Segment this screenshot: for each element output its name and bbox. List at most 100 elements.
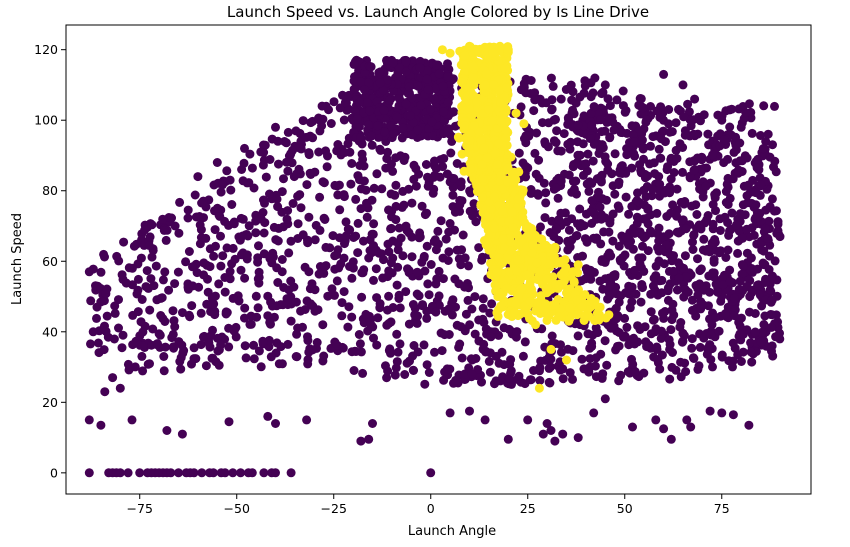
data-point [496, 98, 506, 108]
data-point [490, 149, 500, 158]
data-point [554, 235, 564, 245]
data-point [351, 194, 361, 204]
data-point [495, 376, 505, 386]
data-point [494, 139, 503, 149]
data-point [663, 286, 673, 296]
data-point [319, 351, 329, 361]
data-point [556, 208, 566, 218]
data-point [586, 92, 596, 102]
data-point [353, 248, 363, 258]
data-point [544, 352, 554, 362]
data-point [504, 216, 514, 226]
data-point [511, 108, 521, 118]
data-point [401, 57, 411, 67]
data-point [744, 232, 754, 242]
data-point [526, 185, 536, 194]
data-point [207, 353, 217, 363]
data-point [549, 253, 559, 263]
data-point [705, 287, 715, 297]
data-point [478, 294, 488, 304]
data-point [480, 236, 489, 245]
data-point [638, 103, 648, 113]
data-point [516, 284, 526, 294]
data-point [454, 133, 464, 143]
y-tick-label: 80 [42, 183, 58, 198]
data-point [614, 180, 624, 190]
data-point [404, 184, 414, 194]
data-point [400, 370, 410, 379]
data-point [677, 337, 687, 347]
data-point [562, 355, 571, 365]
data-point [627, 282, 637, 292]
data-point [146, 274, 156, 284]
data-point [394, 223, 404, 233]
data-point [92, 313, 101, 323]
data-point [580, 81, 590, 91]
data-point [379, 127, 389, 137]
data-point [711, 206, 720, 216]
data-point [393, 262, 403, 272]
data-point [703, 129, 713, 139]
data-point [593, 308, 602, 318]
data-point [123, 468, 133, 478]
data-point [530, 88, 540, 98]
data-point [369, 275, 378, 285]
data-point [452, 320, 462, 330]
data-point [764, 216, 774, 226]
data-point [587, 121, 597, 130]
y-axis: 0 20 40 60 80 100 120 [34, 42, 66, 480]
data-point [155, 330, 165, 340]
data-point [432, 274, 442, 284]
data-point [476, 136, 486, 146]
data-point [409, 341, 419, 350]
data-point [677, 215, 687, 225]
data-point [372, 340, 382, 350]
data-point [178, 308, 187, 318]
data-point [114, 295, 123, 305]
data-point [569, 184, 579, 194]
data-point [598, 284, 608, 294]
data-point [523, 309, 533, 319]
data-point [367, 195, 377, 205]
data-point [228, 468, 238, 478]
data-point [703, 244, 713, 254]
data-point [133, 285, 143, 295]
data-point [587, 178, 597, 188]
data-point [467, 369, 477, 379]
data-point [676, 197, 686, 207]
data-point [632, 212, 642, 222]
data-point [444, 247, 454, 257]
data-point [291, 352, 301, 361]
data-point [681, 224, 691, 234]
data-point [183, 284, 193, 294]
data-point [229, 219, 239, 229]
data-point [770, 101, 779, 111]
data-point [671, 118, 681, 128]
data-point [746, 253, 756, 263]
data-point [516, 102, 526, 112]
data-point [283, 206, 293, 216]
data-point [306, 118, 316, 128]
data-point [621, 192, 631, 202]
data-point [203, 274, 212, 284]
data-point [757, 327, 767, 337]
data-point [467, 304, 477, 314]
data-point [530, 95, 540, 105]
data-point [608, 236, 618, 246]
data-point [639, 143, 649, 153]
data-point [349, 233, 359, 242]
data-point [291, 297, 301, 307]
data-point [535, 376, 545, 385]
data-point [415, 232, 425, 242]
data-point [735, 138, 745, 148]
data-point [420, 210, 430, 220]
data-point [615, 168, 625, 178]
data-point [696, 264, 706, 274]
data-point [185, 312, 195, 322]
data-point [388, 58, 398, 68]
data-point [731, 220, 741, 230]
data-point [590, 316, 600, 325]
data-point [520, 337, 530, 347]
data-point [514, 371, 524, 381]
data-point [145, 232, 155, 242]
